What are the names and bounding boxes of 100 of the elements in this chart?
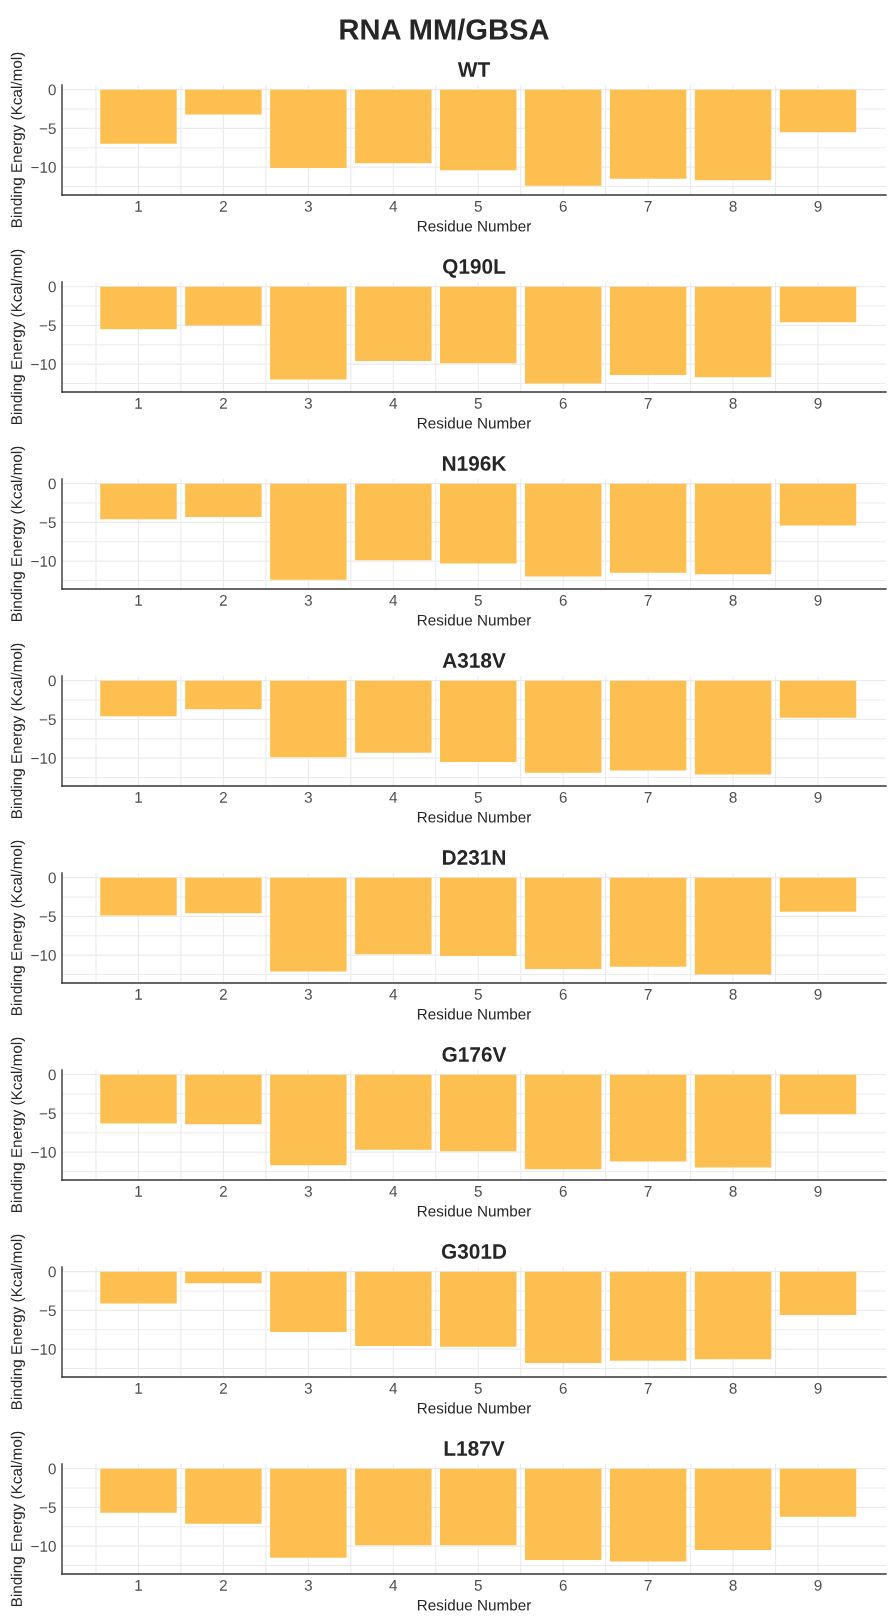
- chart-title: N196K: [442, 456, 507, 471]
- y-tick-label: −5: [39, 1502, 56, 1514]
- x-axis-title: Residue Number: [417, 1205, 532, 1217]
- x-tick-label: 2: [219, 200, 227, 212]
- y-axis-title: Binding Energy (Kcal/mol): [10, 249, 25, 425]
- y-axis-title: Binding Energy (Kcal/mol): [10, 840, 25, 1016]
- x-tick-label: 7: [644, 1580, 652, 1591]
- y-tick-label: −10: [31, 949, 56, 961]
- x-tick-label: 9: [814, 988, 822, 1000]
- chart-title: A318V: [442, 653, 506, 668]
- y-tick-label: −10: [31, 1343, 56, 1355]
- x-tick-label: 6: [559, 594, 567, 606]
- x-tick-label: 1: [135, 201, 142, 212]
- x-tick-label: 3: [304, 1579, 312, 1591]
- x-tick-label: 2: [219, 1185, 227, 1197]
- x-tick-label: 6: [559, 397, 567, 409]
- y-tick-label: 0: [48, 872, 56, 884]
- x-tick-label: 1: [135, 1383, 142, 1394]
- chart-title: Q190L: [443, 259, 506, 278]
- x-tick-label: 5: [474, 201, 482, 212]
- chart-title: D231N: [442, 850, 506, 865]
- x-tick-label: 3: [304, 397, 312, 409]
- x-axis-title: Residue Number: [417, 1008, 532, 1020]
- x-tick-label: 9: [814, 1185, 822, 1197]
- x-tick-label: 9: [814, 1382, 822, 1394]
- x-tick-label: 9: [814, 200, 822, 212]
- y-tick-label: −10: [31, 555, 56, 567]
- x-tick-label: 2: [219, 1382, 227, 1394]
- x-tick-label: 9: [814, 1579, 822, 1591]
- x-tick-label: 7: [644, 398, 652, 409]
- x-tick-label: 4: [389, 792, 398, 803]
- y-tick-label: 0: [48, 1463, 56, 1475]
- x-axis-title: Residue Number: [417, 614, 532, 626]
- x-tick-label: 3: [304, 594, 312, 606]
- x-tick-label: 1: [135, 398, 142, 409]
- chart-title: WT: [457, 62, 490, 77]
- y-tick-label: 0: [48, 675, 56, 687]
- x-tick-label: 3: [304, 988, 312, 1000]
- x-tick-label: 7: [644, 989, 652, 1000]
- x-tick-label: 8: [729, 1185, 737, 1197]
- y-tick-label: 0: [48, 1069, 56, 1081]
- x-axis-title: Residue Number: [417, 220, 532, 232]
- x-tick-label: 2: [219, 397, 227, 409]
- x-tick-label: 6: [559, 200, 567, 212]
- x-tick-label: 2: [219, 988, 227, 1000]
- y-axis-title: Binding Energy (Kcal/mol): [10, 446, 25, 622]
- x-tick-label: 1: [135, 989, 142, 1000]
- y-tick-label: −5: [39, 1305, 56, 1317]
- x-tick-label: 6: [559, 1382, 567, 1394]
- y-axis-title: Binding Energy (Kcal/mol): [10, 52, 25, 228]
- x-axis-title: Residue Number: [417, 1599, 532, 1611]
- x-tick-label: 8: [729, 200, 737, 212]
- x-tick-label: 4: [389, 989, 398, 1000]
- y-tick-label: −5: [39, 123, 56, 135]
- x-tick-label: 2: [219, 791, 227, 803]
- y-tick-label: 0: [48, 1266, 56, 1278]
- x-tick-label: 2: [219, 594, 227, 606]
- x-tick-label: 4: [389, 1186, 398, 1197]
- y-axis-title: Binding Energy (Kcal/mol): [10, 1431, 25, 1607]
- y-tick-label: −5: [39, 517, 56, 529]
- x-tick-label: 8: [729, 594, 737, 606]
- x-tick-label: 4: [389, 1383, 398, 1394]
- y-tick-label: −5: [39, 714, 56, 726]
- chart-title: G176V: [442, 1047, 507, 1062]
- y-tick-label: 0: [48, 84, 56, 96]
- x-tick-label: 9: [814, 791, 822, 803]
- x-tick-label: 3: [304, 200, 312, 212]
- x-tick-label: 4: [389, 398, 398, 409]
- x-tick-label: 7: [644, 792, 652, 803]
- x-tick-label: 5: [474, 595, 482, 606]
- x-tick-label: 5: [474, 1383, 482, 1394]
- y-tick-label: −10: [31, 1540, 56, 1552]
- y-tick-label: 0: [48, 281, 56, 293]
- x-tick-label: 5: [474, 792, 482, 803]
- x-tick-label: 3: [304, 1185, 312, 1197]
- x-tick-label: 5: [474, 398, 482, 409]
- y-tick-label: −5: [39, 1108, 56, 1120]
- y-tick-label: −10: [31, 358, 56, 370]
- x-tick-label: 5: [474, 1580, 482, 1591]
- y-axis-title: Binding Energy (Kcal/mol): [10, 643, 25, 819]
- y-tick-label: −5: [39, 911, 56, 923]
- y-axis-title: Binding Energy (Kcal/mol): [10, 1037, 25, 1213]
- x-tick-label: 8: [729, 1579, 737, 1591]
- x-tick-label: 4: [389, 201, 398, 212]
- x-axis-title: Residue Number: [417, 417, 532, 429]
- x-tick-label: 8: [729, 397, 737, 409]
- y-tick-label: −10: [31, 1146, 56, 1158]
- x-tick-label: 7: [644, 1186, 652, 1197]
- chart-title: G301D: [441, 1244, 507, 1259]
- y-axis-title: Binding Energy (Kcal/mol): [10, 1234, 25, 1410]
- x-tick-label: 7: [644, 595, 652, 606]
- x-tick-label: 3: [304, 1382, 312, 1394]
- x-tick-label: 5: [474, 1186, 482, 1197]
- x-axis-title: Residue Number: [417, 1402, 532, 1414]
- x-tick-label: 4: [389, 1580, 398, 1591]
- x-tick-label: 6: [559, 1579, 567, 1591]
- x-tick-label: 8: [729, 791, 737, 803]
- x-tick-label: 1: [135, 792, 142, 803]
- x-tick-label: 5: [474, 989, 482, 1000]
- x-tick-label: 6: [559, 791, 567, 803]
